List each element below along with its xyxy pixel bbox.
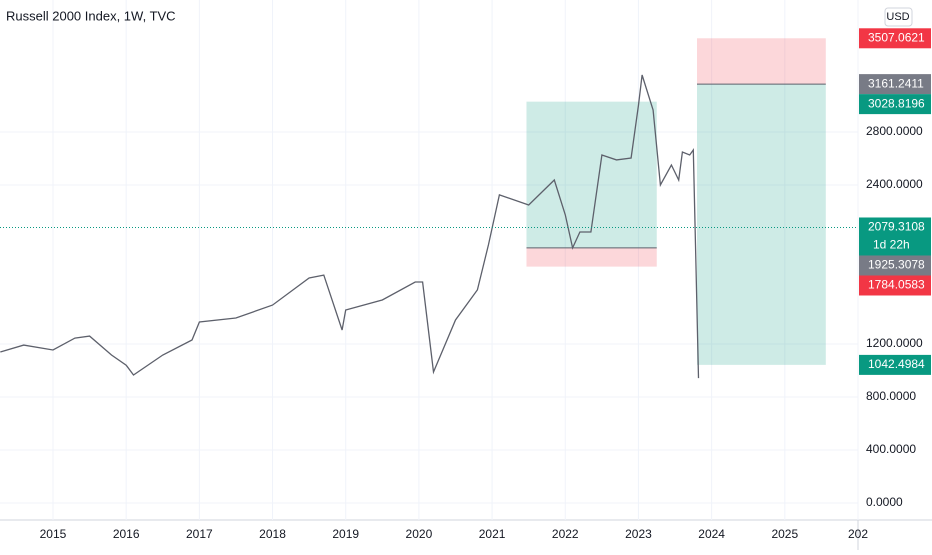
currency-box[interactable]: [884, 7, 913, 27]
x-tick-label: 202: [848, 527, 868, 541]
price-label-box: [859, 255, 931, 276]
x-tick-label: 2023: [625, 527, 652, 541]
currency: USD: [886, 11, 909, 23]
y-tick-label: 800.0000: [866, 389, 916, 403]
price-label-box: [859, 94, 931, 115]
grid: [0, 0, 859, 520]
x-tick-label: 2022: [552, 527, 579, 541]
y-tick-label: 2400.0000: [866, 177, 923, 191]
x-tick-label: 2020: [406, 527, 433, 541]
stop-zone: [526, 247, 657, 267]
x-tick-label: 2021: [479, 527, 506, 541]
y-tick-label: 400.0000: [866, 442, 916, 456]
x-tick-label: 2019: [332, 527, 359, 541]
y-tick-label: 1200.0000: [866, 336, 923, 350]
series: [0, 74, 858, 379]
price-label: 3161.2411: [868, 76, 924, 90]
x-tick-label: 2015: [40, 527, 67, 541]
x-tick-label: 2024: [698, 527, 725, 541]
price-label-box: [859, 217, 931, 256]
price-label: 1042.4984: [868, 357, 925, 371]
price-label: 1784.0583: [868, 278, 925, 292]
y-tick-label: 0.0000: [866, 495, 903, 509]
x-tick-label: 2017: [186, 527, 213, 541]
countdown-label: 1d 22h: [873, 238, 910, 252]
price-label: 2079.3108: [868, 220, 925, 234]
x-tick-label: 2016: [113, 527, 140, 541]
x-tick-label: 2018: [259, 527, 286, 541]
price-label-box: [859, 354, 931, 375]
price-label-box: [859, 275, 931, 296]
price-label-box: [859, 28, 931, 49]
price-label-box: [859, 74, 931, 95]
target-zone: [696, 84, 826, 365]
stop-zone: [696, 38, 826, 85]
axes: 0.0000 400.0000 800.0000 1200.0000 2400.0000…: [40, 28, 931, 541]
x-tick-label: 2025: [771, 527, 798, 541]
y-tick-label: 2800.0000: [866, 124, 923, 138]
price-label: 3507.0621: [868, 30, 925, 44]
price-label: 1925.3078: [868, 258, 925, 272]
price-line: [0, 74, 700, 379]
chart-title: Russell 2000 Index, 1W, TVC: [6, 8, 176, 23]
price-label: 3028.8196: [868, 96, 925, 110]
